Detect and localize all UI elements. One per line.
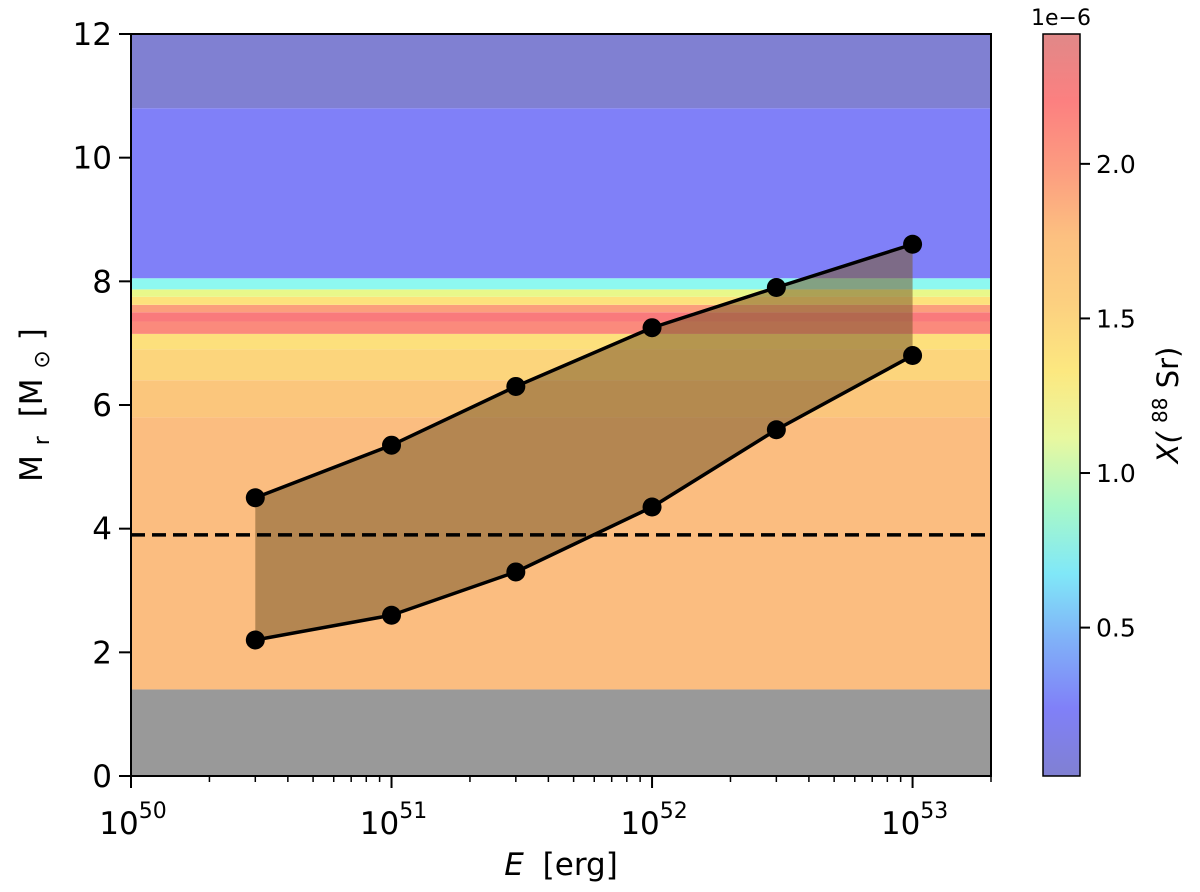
background-band [131, 304, 991, 313]
y-tick-label: 10 [73, 141, 112, 177]
data-point [642, 318, 662, 338]
series-line [254, 242, 914, 500]
colorbar [1042, 33, 1081, 777]
data-point [766, 278, 786, 298]
background-band [131, 289, 991, 297]
data-point [506, 562, 526, 582]
y-tick-label: 8 [92, 264, 112, 300]
y-axis-sub: r [30, 435, 55, 445]
data-point [903, 346, 923, 366]
data-point [245, 488, 265, 508]
y-tick-label: 2 [92, 635, 112, 671]
background-band [131, 689, 991, 776]
data-point [506, 376, 526, 396]
y-axis-unit-sym: ⊙ [30, 350, 55, 368]
data-point [245, 630, 265, 650]
x-axis-symbol: E [504, 847, 524, 883]
data-point [382, 435, 402, 455]
background-band [131, 278, 991, 290]
y-tick-label: 6 [92, 388, 112, 424]
y-axis-title: M r [M ⊙ ] [14, 328, 57, 482]
x-axis-unit: [erg] [543, 847, 618, 883]
colorbar-title: X( 88 Sr) [1140, 347, 1185, 466]
data-point [382, 605, 402, 625]
data-point [642, 497, 662, 517]
data-point [903, 234, 923, 254]
background-band [131, 108, 991, 279]
background-band [131, 296, 991, 305]
x-axis-title: E [erg] [504, 847, 618, 883]
y-tick-label: 12 [73, 17, 112, 53]
x-tick-label: 1051 [360, 799, 427, 842]
shaded-region [255, 244, 913, 640]
colorbar-tick-label: 2.0 [1096, 150, 1136, 179]
y-tick-label: 4 [92, 512, 112, 548]
colorbar-offset-text: 1e−6 [1031, 6, 1091, 31]
y-axis-unit-open: [M [14, 378, 50, 417]
y-axis-main: M [14, 455, 50, 482]
background-band [131, 34, 991, 109]
series-line [254, 353, 914, 642]
x-tick-label: 1052 [620, 799, 687, 842]
colorbar-title-prefix: X( [1151, 431, 1185, 466]
x-tick-label: 1050 [99, 799, 166, 842]
y-tick-label: 0 [92, 759, 112, 795]
colorbar-title-sup: 88 [1148, 398, 1172, 423]
colorbar-tick-label: 1.0 [1096, 459, 1136, 488]
data-point [766, 420, 786, 440]
y-axis-unit-close: ] [14, 328, 50, 340]
colorbar-title-suffix: Sr) [1151, 347, 1185, 389]
x-tick-label: 1053 [881, 799, 948, 842]
background-band [131, 312, 991, 322]
colorbar-tick-label: 1.5 [1096, 304, 1136, 333]
colorbar-tick-label: 0.5 [1096, 614, 1136, 643]
